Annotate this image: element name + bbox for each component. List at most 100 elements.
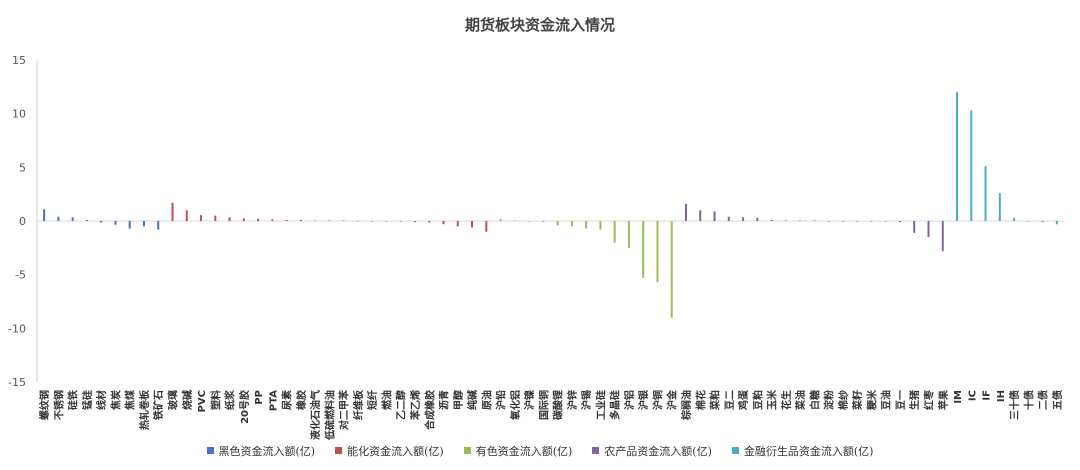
legend-item: 农产品资金流入额(亿)	[592, 443, 712, 459]
bar	[870, 221, 873, 222]
legend-label: 能化资金流入额(亿)	[347, 445, 444, 458]
bar	[214, 215, 217, 221]
bar	[299, 219, 302, 221]
x-tick-label: 沪锡	[580, 390, 593, 410]
bar	[742, 217, 745, 221]
x-tick-label: 沥青	[438, 390, 451, 410]
bar	[242, 218, 245, 221]
legend-label: 金融衍生品资金流入额(亿)	[743, 445, 874, 458]
bar	[784, 220, 787, 222]
bar	[271, 219, 274, 221]
bar	[43, 209, 46, 221]
x-tick-label: IH	[996, 390, 1007, 402]
bar	[142, 221, 145, 227]
x-tick-label: 螺纹钢	[38, 390, 51, 420]
x-tick-label: 硅铁	[67, 390, 80, 410]
x-tick-label: 苯乙烯	[409, 390, 422, 421]
x-tick-label: 豆二	[724, 390, 736, 410]
x-tick-label: 棕榈油	[680, 390, 693, 421]
x-tick-label: 花生	[780, 390, 793, 410]
x-tick-label: 沪银	[637, 389, 650, 410]
bar	[542, 221, 545, 223]
chart-plot-area: 15 10 5 0 -5 -10 -15 螺纹钢 不锈钢 硅铁 锰硅 线材 焦炭 焦煤 热轧卷板 铁矿石 玻璃烧…	[8, 54, 1064, 440]
legend-label: 农产品资金流入额(亿)	[604, 445, 712, 458]
x-tick-label: PTA	[268, 390, 279, 411]
x-tick-label: 二债	[1037, 390, 1050, 410]
x-tick-label: 尿素	[281, 390, 294, 410]
x-tick-label: 原油	[480, 390, 493, 410]
x-tick-label: 液化石油气	[309, 390, 322, 440]
bar	[599, 221, 602, 230]
bar	[257, 218, 260, 221]
legend-item: 黑色资金流入额(亿)	[206, 443, 315, 459]
bar	[185, 210, 188, 221]
bar	[399, 221, 402, 222]
bar	[499, 218, 502, 221]
x-tick-label: 20号胶	[238, 390, 251, 424]
bar	[528, 221, 531, 222]
bar	[285, 219, 288, 221]
x-tick-label: 五债	[1051, 390, 1064, 410]
x-tick-label: 焦煤	[124, 390, 137, 411]
x-tick-label: 棉花	[694, 390, 707, 410]
legend-swatch	[731, 447, 739, 454]
bar	[827, 221, 830, 222]
bar	[941, 221, 944, 252]
x-tick-label: 短纤	[366, 390, 379, 410]
x-tick-label: 热轧卷板	[138, 389, 151, 430]
bar	[356, 220, 359, 222]
x-tick-label: 沪金	[666, 389, 679, 410]
x-tick-label: 氧化铝	[509, 390, 522, 421]
y-tick-label: 5	[19, 161, 26, 174]
x-tick-label: 工业硅	[594, 390, 607, 420]
y-tick-label: -5	[15, 269, 26, 282]
x-tick-label: 十债	[1022, 390, 1035, 410]
bar	[1013, 217, 1016, 221]
x-tick-label: 沪铅	[495, 390, 508, 410]
bar	[314, 220, 317, 222]
bar	[71, 217, 74, 221]
bar	[585, 221, 588, 229]
bar	[956, 92, 959, 221]
x-tick-label: 线材	[95, 390, 108, 410]
bar	[485, 221, 488, 232]
legend-item: 金融衍生品资金流入额(亿)	[731, 443, 874, 459]
x-tick-label: 菜籽	[851, 390, 864, 411]
x-tick-label: 橡胶	[295, 390, 308, 410]
x-tick-label: 鸡蛋	[737, 390, 750, 411]
bar	[428, 221, 431, 223]
bar	[642, 221, 645, 278]
bar	[200, 215, 203, 221]
legend-swatch	[206, 447, 214, 454]
bar	[727, 216, 730, 221]
x-tick-label: 菜油	[794, 390, 807, 411]
x-tick-label: 燃油	[380, 390, 393, 410]
bar	[1041, 221, 1044, 223]
x-tick-label: 玉米	[766, 389, 779, 410]
x-tick-label: 锰硅	[81, 390, 94, 410]
bar	[85, 219, 88, 221]
bar	[171, 202, 174, 221]
x-tick-label: 豆油	[880, 390, 893, 410]
x-tick-label: 国际铜	[537, 390, 550, 420]
x-tick-label: 碳酸锂	[552, 390, 565, 420]
bar	[556, 221, 559, 226]
bar	[1055, 221, 1058, 225]
legend-swatch	[592, 447, 600, 454]
x-tick-label: 对二甲苯	[338, 389, 351, 430]
x-tick-label: IC	[967, 390, 978, 401]
bar	[998, 193, 1001, 221]
x-tick-label: 甲醇	[452, 390, 465, 410]
y-tick-label: 0	[19, 215, 26, 228]
x-tick-label: 焦炭	[109, 390, 122, 411]
x-tick-label: 豆一	[895, 390, 907, 410]
y-tick-label: -15	[8, 376, 26, 389]
bar	[57, 216, 60, 221]
chart-title: 期货板块资金流入情况	[464, 16, 615, 34]
bar	[157, 221, 160, 230]
bar	[1027, 221, 1030, 222]
bar	[756, 217, 759, 221]
bar	[884, 221, 887, 222]
x-tick-label: 玻璃	[167, 390, 180, 410]
bar	[699, 210, 702, 221]
